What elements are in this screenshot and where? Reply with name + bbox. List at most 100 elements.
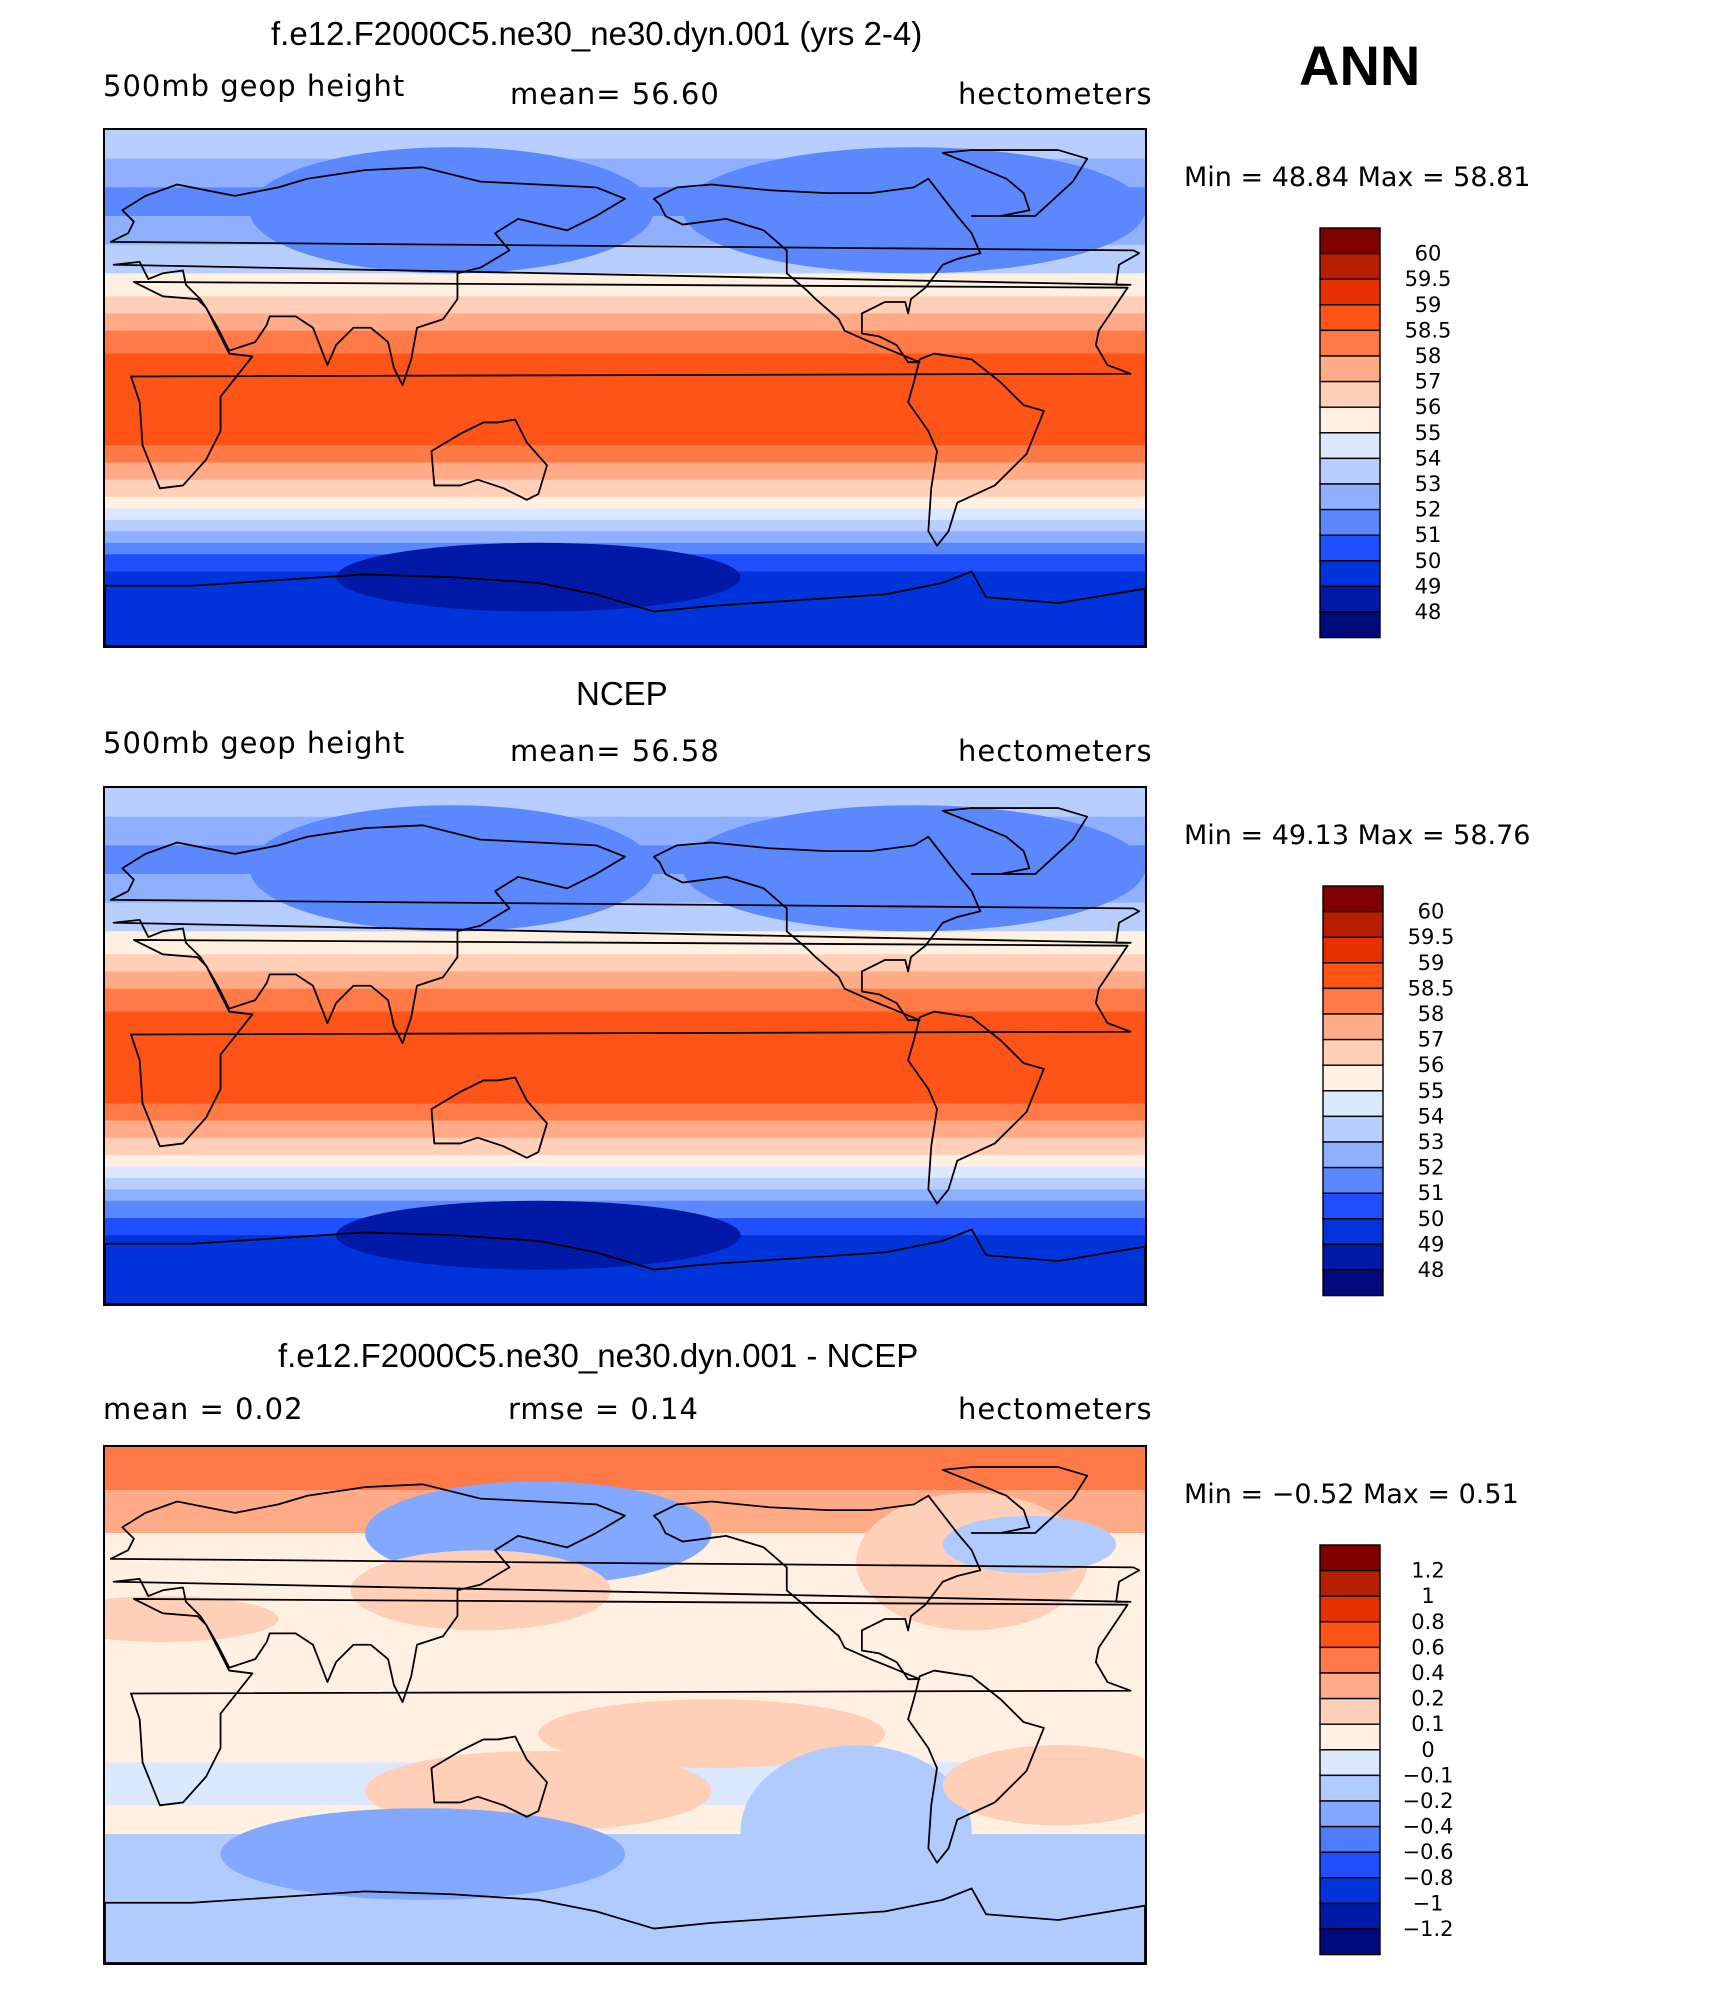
coastline bbox=[109, 1483, 1141, 1704]
zonal-band bbox=[105, 954, 1145, 973]
colorbar-tick-label: 57 bbox=[1418, 1028, 1445, 1052]
colorbar-swatch bbox=[1319, 1825, 1381, 1853]
colorbar-tick-label: 59.5 bbox=[1405, 267, 1452, 291]
variable-label-2: 500mb geop height bbox=[103, 726, 406, 760]
coastline bbox=[941, 149, 1089, 217]
colorbar-tick-label: 0.6 bbox=[1411, 1635, 1444, 1659]
colorbar-tick-label: 51 bbox=[1415, 523, 1442, 547]
zonal-band bbox=[105, 1166, 1145, 1179]
coastline bbox=[907, 352, 1045, 547]
colorbar-swatch bbox=[1319, 380, 1381, 408]
colorbar-tick-label: 59.5 bbox=[1408, 925, 1455, 949]
colorbar-swatch bbox=[1322, 910, 1384, 938]
zonal-band bbox=[105, 422, 1145, 446]
zonal-band bbox=[105, 531, 1145, 544]
anomaly-region bbox=[336, 1200, 741, 1270]
coastline bbox=[941, 807, 1089, 875]
colorbar-swatch bbox=[1319, 406, 1381, 434]
colorbar-tick-label: 52 bbox=[1418, 1156, 1445, 1180]
colorbar-tick-label: 0 bbox=[1421, 1738, 1434, 1762]
colorbar-swatch bbox=[1322, 1038, 1384, 1066]
colorbar-tick-label: −0.8 bbox=[1403, 1866, 1454, 1890]
units-label-2: hectometers bbox=[958, 734, 1153, 768]
colorbar-swatch bbox=[1319, 252, 1381, 280]
colorbar-tick-label: 0.2 bbox=[1411, 1687, 1444, 1711]
zonal-band bbox=[105, 1120, 1145, 1139]
map-svg-3 bbox=[105, 1447, 1145, 1963]
coastline bbox=[907, 1010, 1045, 1205]
anomaly-region bbox=[249, 147, 654, 274]
coastline bbox=[130, 1598, 1132, 1807]
colorbar-swatch bbox=[1319, 304, 1381, 332]
zonal-band bbox=[105, 519, 1145, 532]
colorbar-swatch bbox=[1319, 1544, 1381, 1572]
coastline bbox=[430, 418, 548, 501]
zonal-band bbox=[105, 313, 1145, 332]
map-svg-1 bbox=[105, 130, 1145, 646]
colorbar-tick-label: −0.6 bbox=[1403, 1840, 1454, 1864]
colorbar-swatch bbox=[1319, 585, 1381, 613]
colorbar-swatch bbox=[1319, 278, 1381, 306]
anomaly-region bbox=[942, 1515, 1117, 1574]
zonal-band bbox=[105, 508, 1145, 521]
chart-title-2: NCEP bbox=[576, 675, 668, 712]
zonal-band bbox=[105, 1189, 1145, 1202]
map-svg-2 bbox=[105, 788, 1145, 1304]
colorbar-swatch bbox=[1322, 885, 1384, 913]
colorbar-swatch bbox=[1322, 1064, 1384, 1092]
anomaly-region bbox=[682, 147, 1145, 274]
zonal-band bbox=[105, 1154, 1145, 1167]
colorbar-tick-label: −0.4 bbox=[1403, 1815, 1454, 1839]
rmse-label-3: rmse = 0.14 bbox=[508, 1392, 699, 1426]
colorbar-swatch bbox=[1322, 962, 1384, 990]
coastline bbox=[105, 1228, 1145, 1304]
anomaly-region bbox=[105, 1596, 279, 1642]
colorbar-swatch bbox=[1319, 1928, 1381, 1956]
colorbar-tick-label: 0.8 bbox=[1411, 1610, 1444, 1634]
colorbar-swatch bbox=[1319, 508, 1381, 536]
colorbar-swatch bbox=[1319, 1646, 1381, 1674]
colorbar-swatch bbox=[1322, 1115, 1384, 1143]
colorbar-tick-label: 56 bbox=[1415, 395, 1442, 419]
colorbar-tick-label: 48 bbox=[1415, 600, 1442, 624]
colorbar-svg-3: 1.210.80.60.40.20.10−0.1−0.2−0.4−0.6−0.8… bbox=[1319, 1544, 1454, 1956]
colorbar-tick-label: 52 bbox=[1415, 498, 1442, 522]
chart-title-1: f.e12.F2000C5.ne30_ne30.dyn.001 (yrs 2-4… bbox=[271, 15, 923, 52]
zonal-band bbox=[105, 388, 1145, 423]
anomaly-region bbox=[336, 542, 741, 612]
colorbar-tick-label: 50 bbox=[1418, 1207, 1445, 1231]
colorbar-swatch bbox=[1319, 1902, 1381, 1930]
colorbar-tick-label: 54 bbox=[1418, 1104, 1445, 1128]
chart-title-3: f.e12.F2000C5.ne30_ne30.dyn.001 - NCEP bbox=[278, 1337, 919, 1374]
colorbar-tick-label: 59 bbox=[1415, 293, 1442, 317]
colorbar-3: 1.2 1 0.8 0.6 0.4 0.2 0.1 0 −0.1 −0.2 −0.4 −0.6 −0.8… bbox=[1319, 1544, 1500, 1962]
zonal-band bbox=[105, 1103, 1145, 1122]
variable-label-1: 500mb geop height bbox=[103, 69, 406, 103]
colorbar-swatch bbox=[1319, 432, 1381, 460]
coastline bbox=[652, 177, 982, 364]
colorbar-swatch bbox=[1319, 1749, 1381, 1777]
zonal-band bbox=[105, 445, 1145, 464]
mean-label-3: mean = 0.02 bbox=[103, 1392, 304, 1426]
zonal-band bbox=[105, 1137, 1145, 1156]
colorbar-swatch bbox=[1319, 483, 1381, 511]
colorbar-tick-label: 50 bbox=[1415, 549, 1442, 573]
colorbar-tick-label: 59 bbox=[1418, 951, 1445, 975]
colorbar-swatch bbox=[1322, 1269, 1384, 1297]
coastline bbox=[130, 939, 1132, 1148]
colorbar-swatch bbox=[1319, 534, 1381, 562]
colorbar-swatch bbox=[1319, 227, 1381, 255]
colorbar-tick-label: 58.5 bbox=[1408, 976, 1455, 1000]
colorbar-swatch bbox=[1322, 1090, 1384, 1118]
colorbar-swatch bbox=[1319, 1621, 1381, 1649]
zonal-band bbox=[105, 462, 1145, 481]
anomaly-region bbox=[350, 1550, 611, 1631]
colorbar-tick-label: −0.1 bbox=[1403, 1763, 1454, 1787]
colorbar-swatch bbox=[1319, 1723, 1381, 1751]
colorbar-swatch bbox=[1319, 1774, 1381, 1802]
colorbar-tick-label: −1 bbox=[1413, 1891, 1444, 1915]
colorbar-tick-label: 48 bbox=[1418, 1258, 1445, 1282]
colorbar-swatch bbox=[1319, 355, 1381, 383]
